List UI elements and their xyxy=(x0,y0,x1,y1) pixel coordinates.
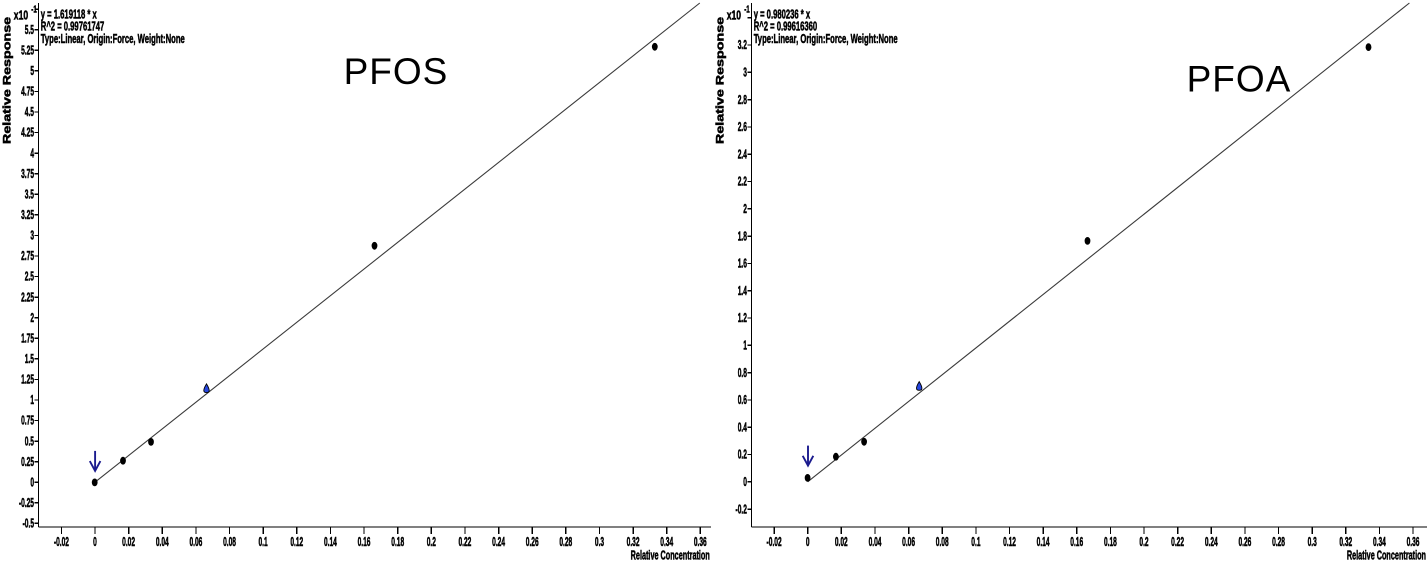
svg-text:0.14: 0.14 xyxy=(1037,536,1050,550)
svg-text:0.3: 0.3 xyxy=(595,536,604,550)
svg-text:0.36: 0.36 xyxy=(694,536,707,550)
svg-text:0.06: 0.06 xyxy=(189,536,202,550)
svg-text:0: 0 xyxy=(743,476,747,490)
svg-text:2.2: 2.2 xyxy=(738,176,747,190)
svg-text:0: 0 xyxy=(93,536,97,550)
svg-text:0.1: 0.1 xyxy=(258,536,267,550)
svg-text:0.24: 0.24 xyxy=(492,536,505,550)
svg-text:0.08: 0.08 xyxy=(223,536,236,550)
svg-text:4.75: 4.75 xyxy=(21,86,34,100)
svg-text:3: 3 xyxy=(30,230,34,244)
svg-text:0.1: 0.1 xyxy=(971,536,980,550)
svg-text:0.22: 0.22 xyxy=(458,536,471,550)
svg-text:0.16: 0.16 xyxy=(1070,536,1083,550)
svg-text:-0.02: -0.02 xyxy=(54,536,69,550)
svg-text:1.5: 1.5 xyxy=(25,353,34,367)
svg-text:0.28: 0.28 xyxy=(559,536,572,550)
svg-text:1.2: 1.2 xyxy=(738,312,747,326)
svg-text:3.2: 3.2 xyxy=(738,39,747,53)
svg-text:PFOA: PFOA xyxy=(1187,59,1292,100)
svg-text:0.12: 0.12 xyxy=(290,536,303,550)
svg-text:0.26: 0.26 xyxy=(1238,536,1251,550)
svg-text:0.22: 0.22 xyxy=(1171,536,1184,550)
svg-text:3: 3 xyxy=(743,66,747,80)
svg-text:2.6: 2.6 xyxy=(738,121,747,135)
svg-text:0.3: 0.3 xyxy=(1308,536,1317,550)
svg-text:1: 1 xyxy=(30,394,34,408)
svg-text:0.34: 0.34 xyxy=(660,536,673,550)
svg-text:0.02: 0.02 xyxy=(122,536,135,550)
svg-text:Relative Response: Relative Response xyxy=(0,17,13,144)
svg-text:0.34: 0.34 xyxy=(1373,536,1386,550)
svg-text:2.5: 2.5 xyxy=(25,271,34,285)
svg-text:0.28: 0.28 xyxy=(1272,536,1285,550)
svg-text:0.4: 0.4 xyxy=(738,421,747,435)
svg-text:0.75: 0.75 xyxy=(21,415,34,429)
svg-text:1.8: 1.8 xyxy=(738,230,747,244)
svg-text:0.32: 0.32 xyxy=(627,536,640,550)
svg-text:-0.5: -0.5 xyxy=(23,517,35,531)
svg-text:0.06: 0.06 xyxy=(902,536,915,550)
svg-text:0.02: 0.02 xyxy=(835,536,848,550)
svg-text:0.36: 0.36 xyxy=(1407,536,1420,550)
svg-text:0.04: 0.04 xyxy=(869,536,882,550)
svg-text:0.18: 0.18 xyxy=(391,536,404,550)
svg-text:0.16: 0.16 xyxy=(358,536,371,550)
svg-text:0.24: 0.24 xyxy=(1205,536,1218,550)
svg-text:0.2: 0.2 xyxy=(1139,536,1148,550)
svg-text:0.18: 0.18 xyxy=(1104,536,1117,550)
svg-text:4.25: 4.25 xyxy=(21,127,34,141)
svg-text:-0.02: -0.02 xyxy=(767,536,782,550)
svg-text:0.6: 0.6 xyxy=(738,394,747,408)
svg-text:y = 1.619118 * x: y = 1.619118 * x xyxy=(41,7,97,22)
svg-text:3.25: 3.25 xyxy=(21,209,34,223)
svg-text:Type:Linear, Origin:Force, Wei: Type:Linear, Origin:Force, Weight:None xyxy=(41,32,185,47)
svg-text:5.5: 5.5 xyxy=(25,24,34,38)
svg-text:2.25: 2.25 xyxy=(21,291,34,305)
svg-text:Type:Linear, Origin:Force, Wei: Type:Linear, Origin:Force, Weight:None xyxy=(754,32,898,47)
svg-text:R^2 = 0.99761747: R^2 = 0.99761747 xyxy=(41,20,104,35)
svg-text:-0.25: -0.25 xyxy=(19,497,34,511)
svg-text:0.04: 0.04 xyxy=(156,536,169,550)
svg-text:x10: x10 xyxy=(14,9,28,23)
svg-text:4.5: 4.5 xyxy=(25,106,34,120)
svg-text:2: 2 xyxy=(30,312,34,326)
svg-text:0.12: 0.12 xyxy=(1003,536,1016,550)
svg-text:2: 2 xyxy=(743,203,747,217)
svg-text:R^2 = 0.99616360: R^2 = 0.99616360 xyxy=(754,20,817,35)
svg-text:1: 1 xyxy=(743,339,747,353)
svg-text:0: 0 xyxy=(806,536,810,550)
svg-text:Relative Concentration: Relative Concentration xyxy=(631,548,710,563)
svg-text:1.6: 1.6 xyxy=(738,258,747,272)
svg-text:0: 0 xyxy=(30,476,34,490)
svg-text:-1: -1 xyxy=(744,3,750,15)
svg-text:0.14: 0.14 xyxy=(324,536,337,550)
svg-text:1.4: 1.4 xyxy=(738,285,747,299)
svg-text:-1: -1 xyxy=(31,3,37,15)
svg-text:0.32: 0.32 xyxy=(1339,536,1352,550)
svg-text:3.75: 3.75 xyxy=(21,168,34,182)
svg-text:0.8: 0.8 xyxy=(738,367,747,381)
svg-text:3.5: 3.5 xyxy=(25,188,34,202)
svg-text:1.75: 1.75 xyxy=(21,332,34,346)
svg-text:2.4: 2.4 xyxy=(738,148,747,162)
svg-text:0.08: 0.08 xyxy=(936,536,949,550)
svg-text:PFOS: PFOS xyxy=(344,51,449,92)
svg-text:0.25: 0.25 xyxy=(21,456,34,470)
svg-text:x10: x10 xyxy=(727,9,741,23)
svg-text:0.2: 0.2 xyxy=(427,536,436,550)
svg-text:4: 4 xyxy=(30,147,34,161)
svg-text:-0.2: -0.2 xyxy=(735,503,747,517)
svg-text:2.75: 2.75 xyxy=(21,250,34,264)
svg-text:Relative Response: Relative Response xyxy=(713,17,726,144)
svg-text:y = 0.980236 * x: y = 0.980236 * x xyxy=(754,7,810,22)
svg-text:5: 5 xyxy=(30,65,34,79)
svg-text:2.8: 2.8 xyxy=(738,94,747,108)
svg-text:0.26: 0.26 xyxy=(526,536,539,550)
svg-text:1.25: 1.25 xyxy=(21,374,34,388)
svg-text:0.5: 0.5 xyxy=(25,435,34,449)
svg-text:5.25: 5.25 xyxy=(21,44,34,58)
svg-text:Relative Concentration: Relative Concentration xyxy=(1347,548,1426,563)
svg-text:0.2: 0.2 xyxy=(738,449,747,463)
